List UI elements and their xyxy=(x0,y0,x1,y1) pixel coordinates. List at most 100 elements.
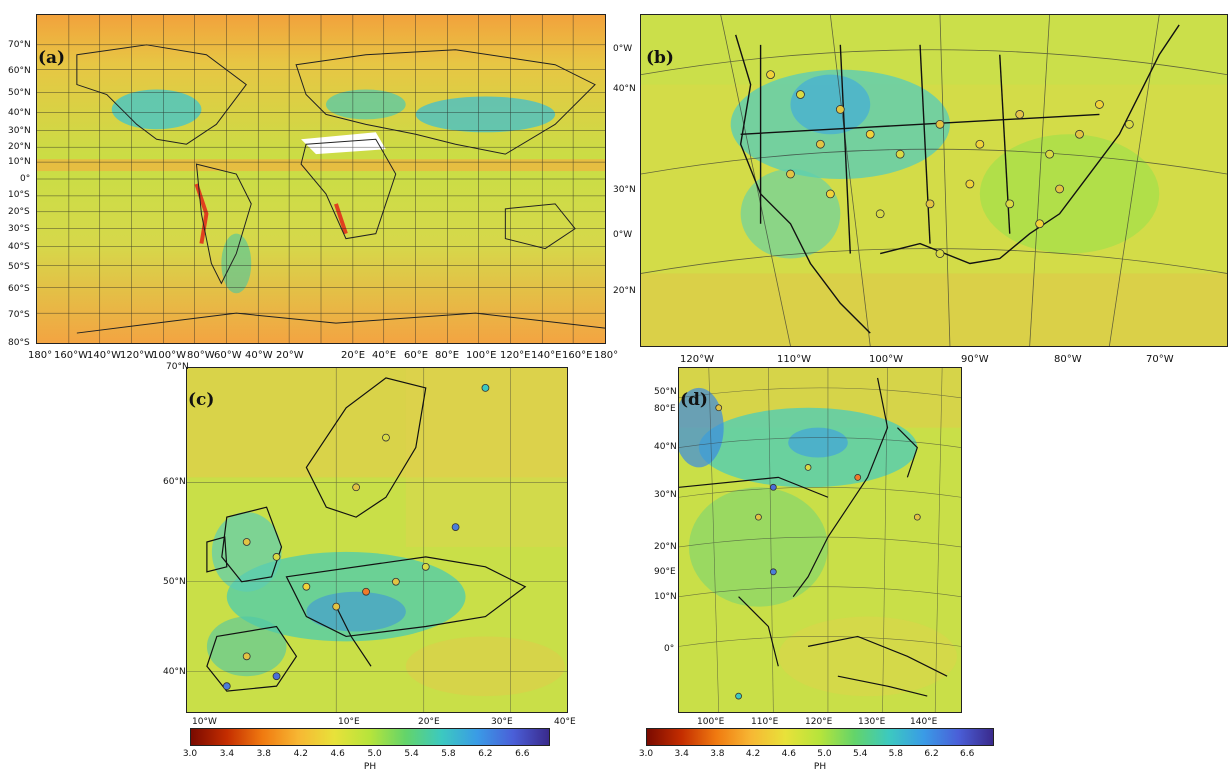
coord-label: 40°N xyxy=(654,442,677,452)
colorbar-tick-label: 5.0 xyxy=(817,749,832,759)
lon-label: 120°W xyxy=(680,354,714,365)
lon-label: 160°W xyxy=(54,350,88,361)
colorbar-tick-label: 4.2 xyxy=(745,749,761,759)
lat-label: 20°N xyxy=(8,142,31,152)
lat-label: 10°S xyxy=(8,190,30,200)
lat-label: 40°S xyxy=(8,242,30,252)
colorbar-tick-label: 4.6 xyxy=(330,749,345,759)
lon-label: 180° xyxy=(28,350,53,361)
coord-label: 50°N xyxy=(654,387,677,397)
coord-label: 40°N xyxy=(613,84,636,94)
lon-label: 100°E xyxy=(697,717,725,727)
colorbar-tick-label: 4.2 xyxy=(293,749,308,759)
coord-label: 0°W xyxy=(613,230,633,240)
colorbar-gradient xyxy=(646,728,994,746)
lon-label: 40°E xyxy=(372,350,397,361)
coord-label: 20°N xyxy=(613,286,636,296)
colorbar-tick-label: 6.6 xyxy=(960,749,975,759)
lon-label: 80°W xyxy=(1054,354,1082,365)
lon-label: 120°E xyxy=(500,350,531,361)
lat-label: 80°S xyxy=(8,338,30,348)
lat-label: 0° xyxy=(20,174,31,184)
panel-c-map-image xyxy=(187,368,567,712)
colorbar-tick-label: 3.8 xyxy=(256,749,272,759)
lon-label: 60°W xyxy=(214,350,242,361)
lon-label: 80°W xyxy=(187,350,215,361)
lat-label: 20°S xyxy=(8,207,30,217)
lat-label: 40°N xyxy=(163,667,186,677)
colorbar-tick-label: 5.0 xyxy=(367,749,382,759)
coord-label: 30°N xyxy=(654,490,677,500)
lat-label: 50°N xyxy=(8,88,31,98)
lon-label: 180° xyxy=(594,350,619,361)
lat-label: 60°N xyxy=(8,66,31,76)
colorbar-gradient xyxy=(190,728,550,746)
panel-b-north-america-map: (b) 0°W 40°N 30°N 0°W 20°N 120°W 110°W 1… xyxy=(612,0,1229,370)
panel-a-faint-title xyxy=(225,0,228,11)
colorbar-tick-label: 5.8 xyxy=(441,749,456,759)
panel-c-colorbar: 3.0 3.4 3.8 4.2 4.6 5.0 5.4 5.8 6.2 6.6 PH xyxy=(183,728,550,778)
lat-label: 10°N xyxy=(8,157,31,167)
lon-label: 20°E xyxy=(341,350,366,361)
panel-d-map-area xyxy=(678,367,962,713)
lat-label: 30°N xyxy=(8,126,31,136)
lon-label: 10°E xyxy=(338,717,360,727)
lon-label: 100°W xyxy=(869,354,903,365)
colorbar-tick-label: 4.6 xyxy=(781,749,796,759)
lon-label: 110°E xyxy=(751,717,779,727)
colorbar-tick-label: 3.0 xyxy=(182,749,198,759)
panel-a-global-map: (a) 70°N 60°N 50°N 40°N 30°N 20°N 10°N 0… xyxy=(0,0,619,365)
colorbar-tick-label: 3.0 xyxy=(638,749,654,759)
lon-label: 20°W xyxy=(276,350,304,361)
lat-label: 40°N xyxy=(8,108,31,118)
colorbar-label: PH xyxy=(813,762,827,772)
panel-d-map-image xyxy=(679,368,961,712)
panel-b-map-area xyxy=(640,14,1228,347)
colorbar-tick-label: 6.2 xyxy=(924,749,939,759)
lat-label: 60°S xyxy=(8,284,30,294)
panel-c-map-area xyxy=(186,367,568,713)
coord-label: 0° xyxy=(664,644,675,654)
coord-label: 10°N xyxy=(654,592,677,602)
panel-a-tag: (a) xyxy=(38,48,66,68)
lon-label: 140°E xyxy=(531,350,562,361)
lon-label: 70°W xyxy=(1146,354,1174,365)
colorbar-label: PH xyxy=(363,762,377,772)
lon-label: 20°E xyxy=(418,717,440,727)
lat-label: 60°N xyxy=(163,477,186,487)
lon-label: 80°E xyxy=(435,350,460,361)
lon-label: 10°W xyxy=(192,717,217,727)
lon-label: 40°W xyxy=(245,350,273,361)
panel-a-map-area xyxy=(36,14,606,344)
panel-d-east-asia-map: (d) 50°N 80°E 40°N 30°N 20°N 90°E 10°N 0… xyxy=(639,362,1010,780)
colorbar-tick-label: 5.8 xyxy=(888,749,904,759)
lat-label: 50°N xyxy=(163,577,186,587)
coord-label: 20°N xyxy=(654,542,677,552)
lat-label: 70°S xyxy=(8,310,30,320)
lon-label: 40°E xyxy=(554,717,576,727)
colorbar-tick-label: 3.4 xyxy=(219,749,235,759)
coord-label: 0°W xyxy=(613,44,633,54)
lon-label: 100°E xyxy=(466,350,497,361)
lon-label: 110°W xyxy=(777,354,811,365)
lon-label: 120°W xyxy=(120,350,154,361)
lat-label: 50°S xyxy=(8,262,30,272)
lat-label: 70°N xyxy=(166,362,189,372)
colorbar-tick-label: 3.8 xyxy=(710,749,725,759)
lat-label: 30°S xyxy=(8,224,30,234)
colorbar-tick-label: 6.2 xyxy=(478,749,493,759)
colorbar-tick-label: 5.4 xyxy=(404,749,419,759)
panel-b-map-image xyxy=(641,15,1227,346)
coord-label: 90°E xyxy=(654,567,676,577)
lat-label: 70°N xyxy=(8,40,31,50)
lon-label: 30°E xyxy=(491,717,513,727)
panel-d-colorbar: 3.0 3.4 3.8 4.2 4.6 5.0 5.4 5.8 6.2 6.6 PH xyxy=(639,728,994,778)
panel-a-map-image xyxy=(37,15,605,343)
lon-label: 140°E xyxy=(910,717,938,727)
panel-c-tag: (c) xyxy=(188,390,215,410)
panel-c-europe-map: (c) 70°N 60°N 50°N 40°N 10°W 10°E 20°E 3… xyxy=(160,362,580,780)
lon-label: 100°W xyxy=(152,350,186,361)
coord-label: 30°N xyxy=(613,185,636,195)
coord-label: 80°E xyxy=(654,404,676,414)
panel-b-tag: (b) xyxy=(646,48,674,68)
